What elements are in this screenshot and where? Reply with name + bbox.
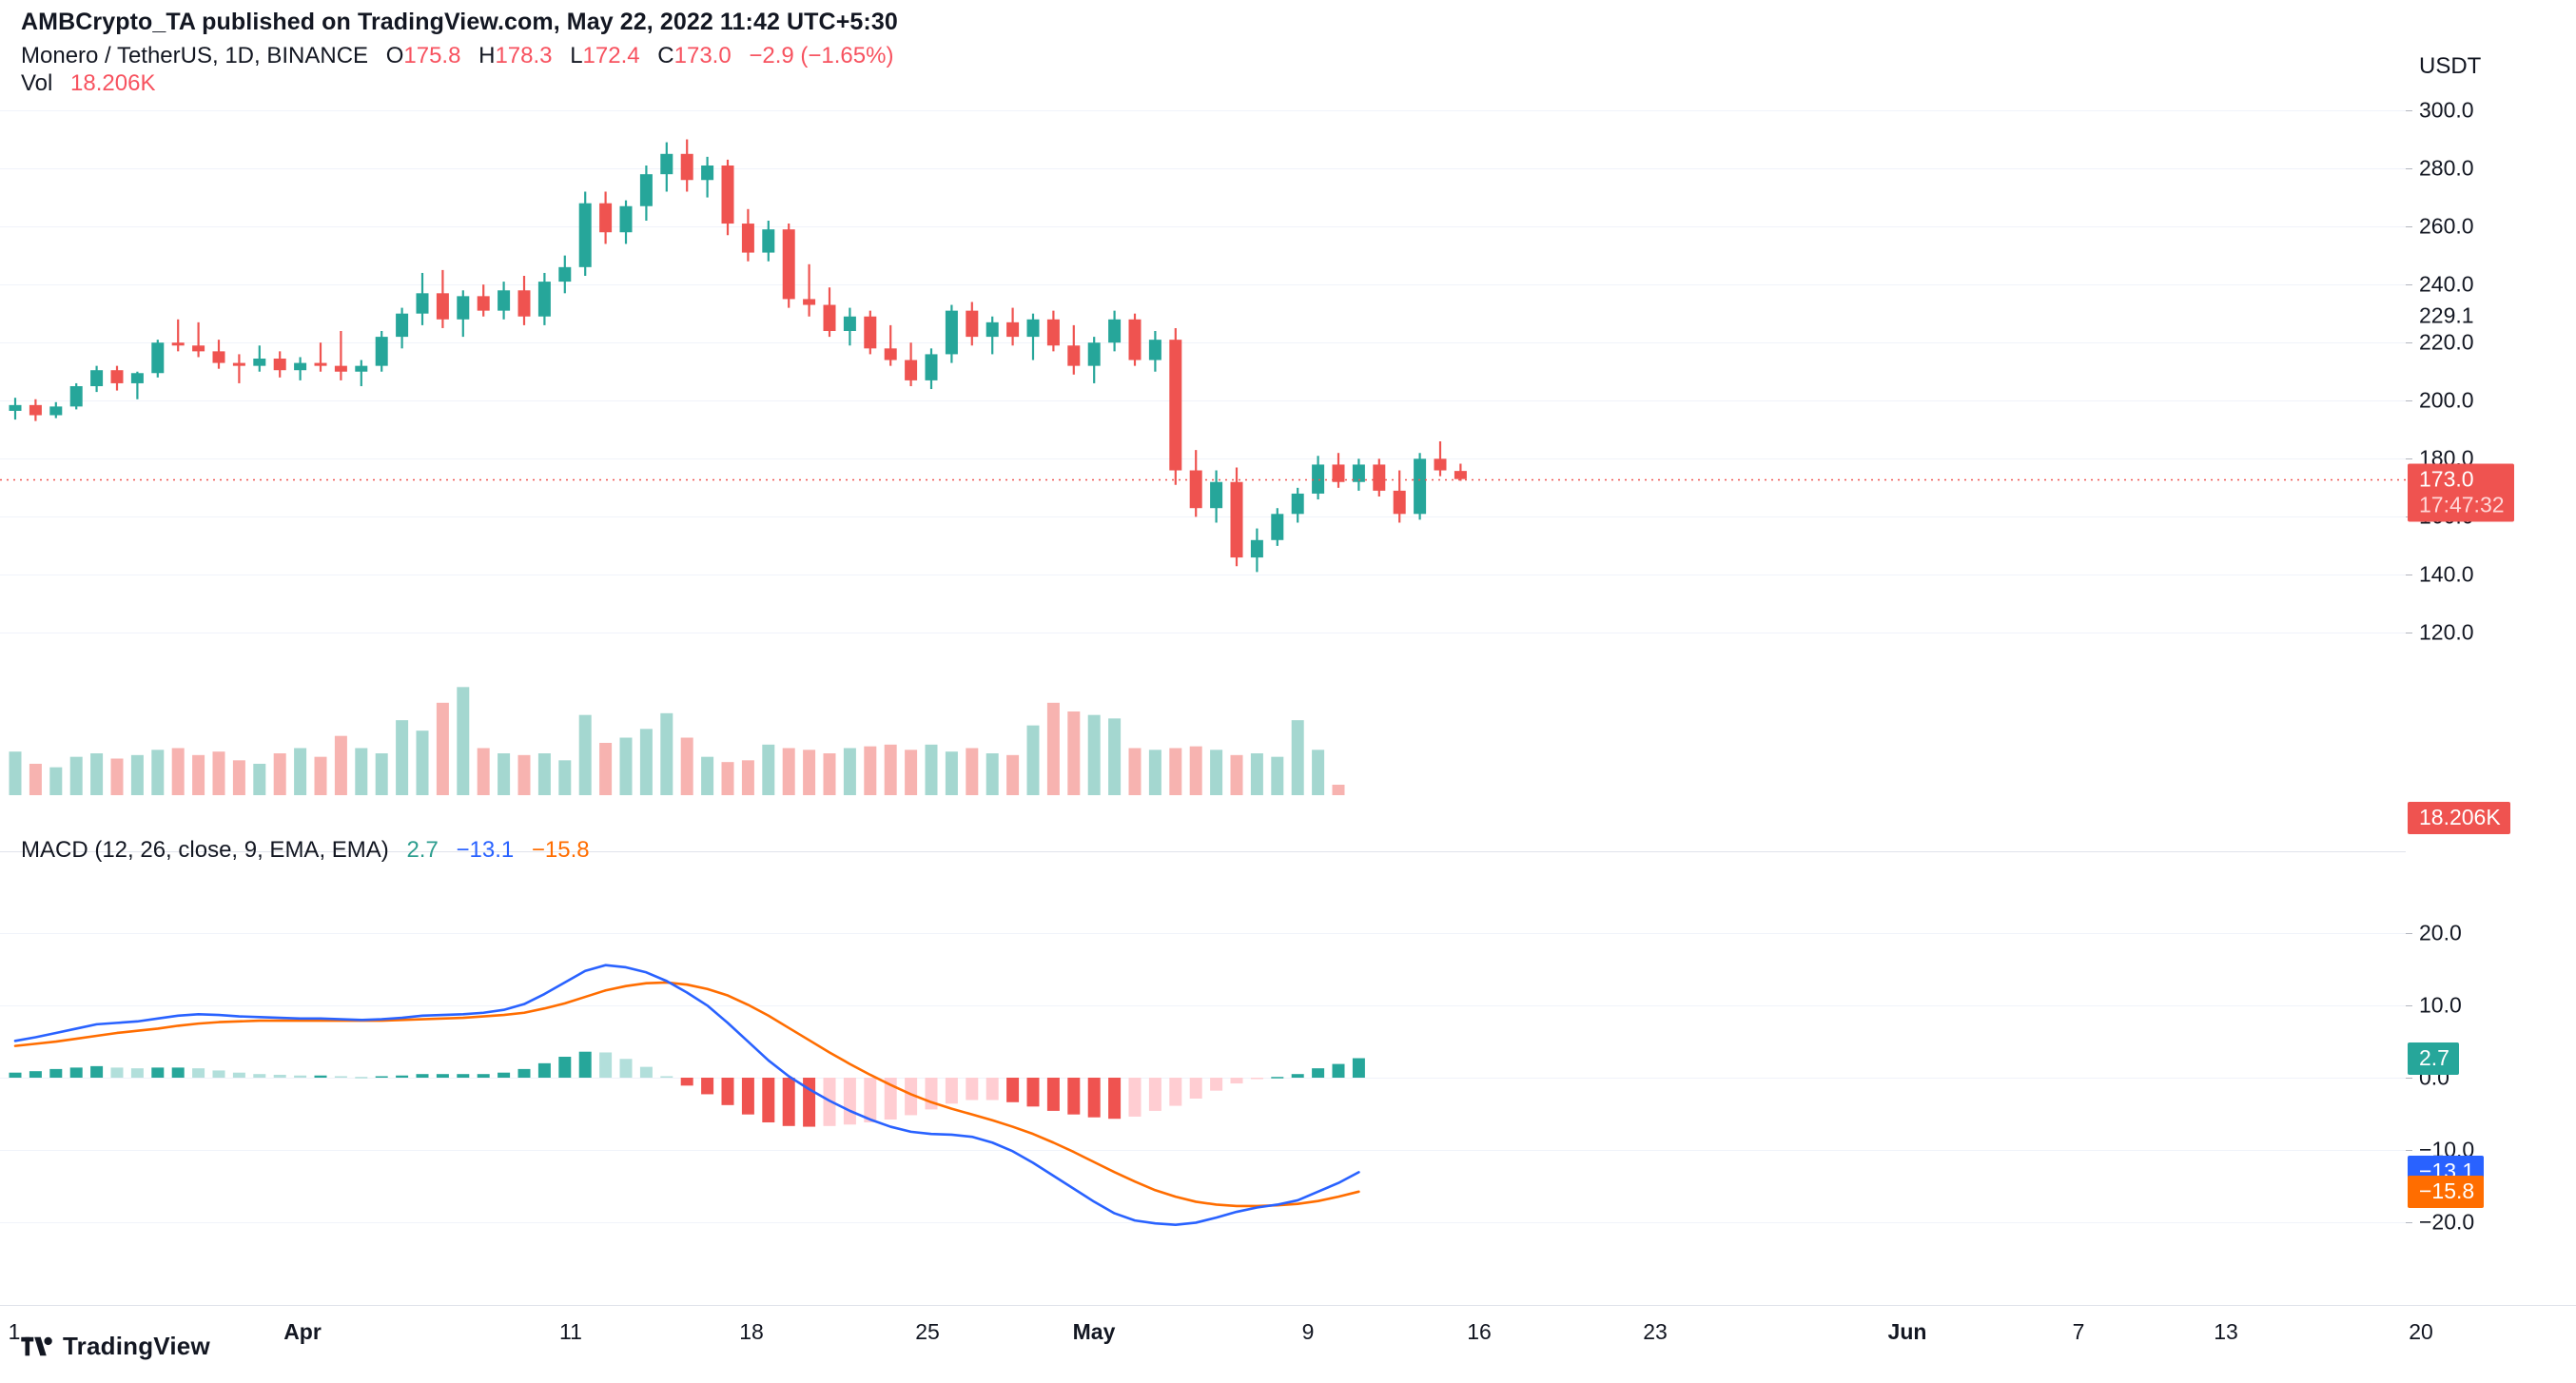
price-axis-tick-mark <box>2406 400 2412 401</box>
macd-axis-tick-mark <box>2406 1078 2412 1079</box>
price-axis-tick: 300.0 <box>2419 97 2474 123</box>
price-axis-tick: 280.0 <box>2419 155 2474 181</box>
time-axis-label: 11 <box>559 1319 582 1344</box>
volume-legend: Vol 18.206K <box>21 69 155 98</box>
tradingview-logo-icon <box>21 1336 52 1355</box>
price-axis-tick: 140.0 <box>2419 561 2474 587</box>
price-axis-tick: 240.0 <box>2419 271 2474 297</box>
price-axis[interactable]: USDT 300.0 280.0 260.0 240.0 229.1 220.0 200.0… <box>2406 53 2576 851</box>
macd-signal-badge: −15.8 <box>2408 1175 2485 1208</box>
macd-pane[interactable]: MACD (12, 26, close, 9, EMA, EMA) 2.7 −1… <box>0 837 2406 1305</box>
macd-axis-tick-mark <box>2406 1005 2412 1006</box>
time-axis-label: 16 <box>1467 1319 1492 1344</box>
time-axis-label: 18 <box>739 1319 764 1344</box>
macd-axis-tick: 10.0 <box>2419 992 2462 1018</box>
volume-key: Vol <box>21 70 53 96</box>
macd-title: MACD (12, 26, close, 9, EMA, EMA) <box>21 837 389 863</box>
high-value: 178.3 <box>495 43 553 68</box>
price-legend: Monero / TetherUS, 1D, BINANCE O175.8 H1… <box>21 42 893 70</box>
price-axis-tick: 220.0 <box>2419 329 2474 355</box>
volume-value: 18.206K <box>70 70 156 96</box>
price-axis-tick: 260.0 <box>2419 213 2474 239</box>
price-axis-tick-mark <box>2406 110 2412 111</box>
chart-frame: Monero / TetherUS, 1D, BINANCE O175.8 H1… <box>0 43 2576 1383</box>
macd-signal-value: −15.8 <box>531 837 590 863</box>
macd-axis[interactable]: 20.0 10.0 0.0 −10.0 −20.0 2.7 −13.1 −15.8 <box>2406 851 2576 1305</box>
time-axis-label: 13 <box>2214 1319 2238 1344</box>
low-key: L <box>570 43 583 68</box>
macd-legend: MACD (12, 26, close, 9, EMA, EMA) 2.7 −1… <box>21 836 590 865</box>
macd-line-value: −13.1 <box>456 837 515 863</box>
tradingview-wordmark: TradingView <box>63 1332 210 1360</box>
low-value: 172.4 <box>582 43 640 68</box>
symbol-title: Monero / TetherUS, 1D, BINANCE <box>21 43 369 68</box>
time-axis-label: 25 <box>915 1319 940 1344</box>
macd-axis-tick: −20.0 <box>2419 1209 2475 1235</box>
countdown-timer: 17:47:32 <box>2419 492 2505 517</box>
time-axis-label: 7 <box>2072 1319 2085 1344</box>
open-value: 175.8 <box>403 43 461 68</box>
macd-hist-badge: 2.7 <box>2408 1042 2459 1075</box>
price-chart-svg <box>0 110 2406 795</box>
tradingview-watermark: TradingView <box>21 1332 210 1361</box>
time-axis[interactable]: 1 Apr 11 18 25 May 9 16 23 Jun 7 13 20 <box>0 1305 2576 1363</box>
current-price-value: 173.0 <box>2419 466 2474 492</box>
time-axis-label: Jun <box>1887 1319 1927 1344</box>
high-key: H <box>478 43 496 68</box>
price-axis-tick-mark <box>2406 458 2412 459</box>
price-axis-tick: 120.0 <box>2419 619 2474 645</box>
time-axis-label: Apr <box>283 1319 322 1344</box>
macd-chart-svg <box>0 933 2406 1227</box>
price-axis-tick-mark <box>2406 226 2412 227</box>
price-axis-tick: 229.1 <box>2419 302 2474 328</box>
price-pane[interactable]: Monero / TetherUS, 1D, BINANCE O175.8 H1… <box>0 43 2406 851</box>
price-axis-tick-mark <box>2406 342 2412 343</box>
time-axis-label: 1 <box>8 1319 21 1344</box>
volume-badge: 18.206K <box>2408 802 2510 834</box>
price-axis-tick-mark <box>2406 168 2412 169</box>
time-axis-label: May <box>1072 1319 1116 1344</box>
macd-axis-tick-mark <box>2406 1150 2412 1151</box>
macd-hist-value: 2.7 <box>406 837 439 863</box>
price-axis-unit: USDT <box>2419 53 2482 79</box>
time-axis-label: 23 <box>1643 1319 1668 1344</box>
publisher-header: AMBCrypto_TA published on TradingView.co… <box>21 9 898 35</box>
macd-axis-tick: 20.0 <box>2419 920 2462 945</box>
price-axis-tick: 200.0 <box>2419 387 2474 413</box>
current-price-badge: 173.0 17:47:32 <box>2408 463 2514 522</box>
macd-axis-tick-mark <box>2406 1222 2412 1223</box>
time-axis-label: 9 <box>1301 1319 1315 1344</box>
open-key: O <box>385 43 404 68</box>
time-axis-label: 20 <box>2409 1319 2433 1344</box>
macd-axis-tick-mark <box>2406 933 2412 934</box>
pane-divider <box>0 851 2576 852</box>
close-value: 173.0 <box>673 43 732 68</box>
close-key: C <box>657 43 674 68</box>
price-axis-tick-mark <box>2406 284 2412 285</box>
price-change: −2.9 (−1.65%) <box>749 43 894 68</box>
